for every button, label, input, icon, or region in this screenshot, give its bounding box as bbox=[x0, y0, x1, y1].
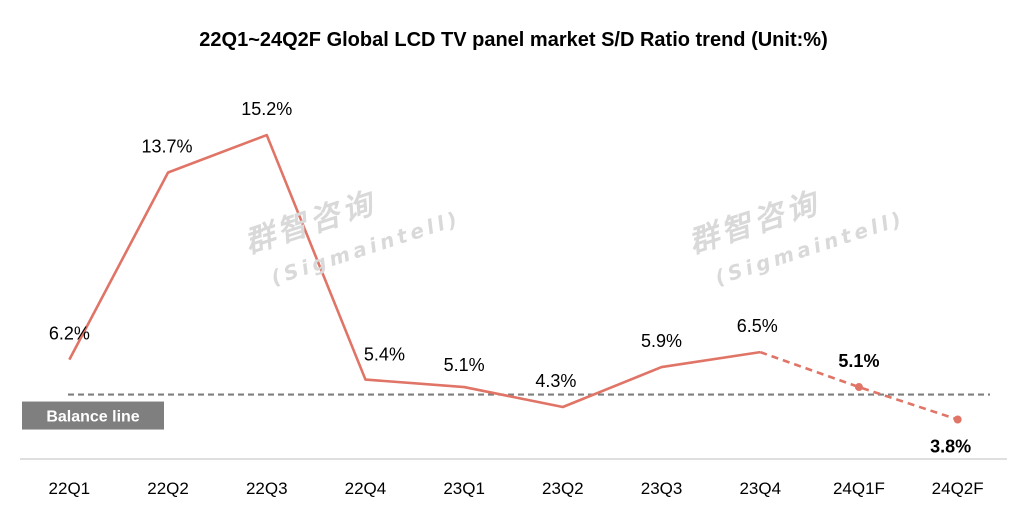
chart-title: 22Q1~24Q2F Global LCD TV panel market S/… bbox=[199, 29, 828, 51]
balance-line-badge bbox=[22, 401, 164, 430]
data-label: 4.3% bbox=[535, 371, 576, 391]
x-tick-label: 22Q2 bbox=[147, 479, 189, 498]
data-label: 5.4% bbox=[364, 345, 405, 365]
forecast-point bbox=[854, 383, 863, 392]
x-tick-label: 23Q1 bbox=[443, 479, 485, 498]
x-tick-label: 24Q1F bbox=[833, 479, 885, 498]
data-label: 5.1% bbox=[444, 355, 485, 375]
x-tick-label: 22Q1 bbox=[49, 479, 91, 498]
data-label: 3.8% bbox=[930, 436, 971, 456]
data-label: 5.9% bbox=[641, 331, 682, 351]
balance-line-label: Balance line bbox=[46, 409, 139, 426]
series-line-actual bbox=[68, 133, 761, 409]
data-label: 6.5% bbox=[737, 316, 778, 336]
x-tick-label: 22Q4 bbox=[345, 479, 387, 498]
data-label: 13.7% bbox=[142, 136, 193, 156]
data-label: 6.2% bbox=[49, 324, 90, 344]
data-label: 15.2% bbox=[241, 99, 292, 119]
x-tick-label: 23Q4 bbox=[739, 479, 781, 498]
data-label: 5.1% bbox=[838, 351, 879, 371]
series-line-forecast bbox=[759, 350, 959, 421]
x-tick-label: 22Q3 bbox=[246, 479, 288, 498]
x-tick-label: 23Q3 bbox=[641, 479, 683, 498]
x-tick-label: 24Q2F bbox=[932, 479, 984, 498]
x-tick-label: 23Q2 bbox=[542, 479, 584, 498]
forecast-point bbox=[953, 415, 962, 424]
